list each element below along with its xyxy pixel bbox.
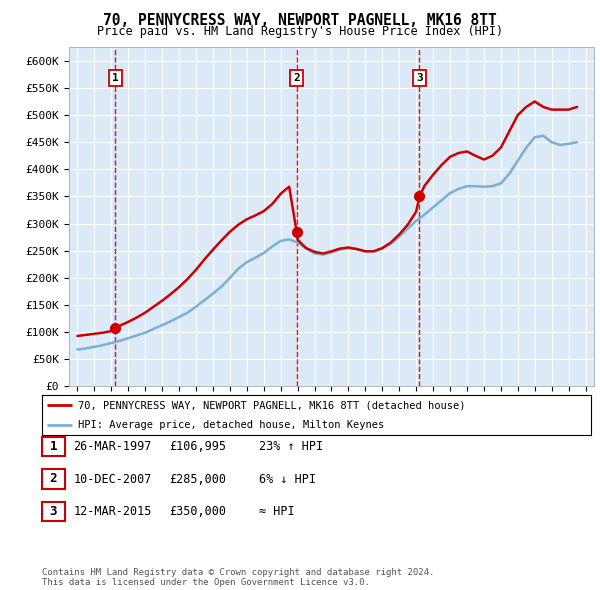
Text: £350,000: £350,000 <box>169 505 226 518</box>
Text: Price paid vs. HM Land Registry's House Price Index (HPI): Price paid vs. HM Land Registry's House … <box>97 25 503 38</box>
Text: 70, PENNYCRESS WAY, NEWPORT PAGNELL, MK16 8TT (detached house): 70, PENNYCRESS WAY, NEWPORT PAGNELL, MK1… <box>77 401 465 410</box>
Text: 12-MAR-2015: 12-MAR-2015 <box>73 505 152 518</box>
Text: ≈ HPI: ≈ HPI <box>259 505 295 518</box>
Text: 70, PENNYCRESS WAY, NEWPORT PAGNELL, MK16 8TT: 70, PENNYCRESS WAY, NEWPORT PAGNELL, MK1… <box>103 13 497 28</box>
Text: HPI: Average price, detached house, Milton Keynes: HPI: Average price, detached house, Milt… <box>77 421 384 430</box>
Text: 3: 3 <box>416 73 423 83</box>
Text: 1: 1 <box>112 73 119 83</box>
Text: Contains HM Land Registry data © Crown copyright and database right 2024.
This d: Contains HM Land Registry data © Crown c… <box>42 568 434 587</box>
Text: 3: 3 <box>50 504 57 518</box>
Text: £106,995: £106,995 <box>169 440 226 453</box>
Text: 23% ↑ HPI: 23% ↑ HPI <box>259 440 323 453</box>
Text: 2: 2 <box>293 73 300 83</box>
Text: 26-MAR-1997: 26-MAR-1997 <box>73 440 152 453</box>
Text: £285,000: £285,000 <box>169 473 226 486</box>
Text: 2: 2 <box>50 472 57 486</box>
Text: 10-DEC-2007: 10-DEC-2007 <box>73 473 152 486</box>
Text: 1: 1 <box>50 440 57 453</box>
Text: 6% ↓ HPI: 6% ↓ HPI <box>259 473 316 486</box>
